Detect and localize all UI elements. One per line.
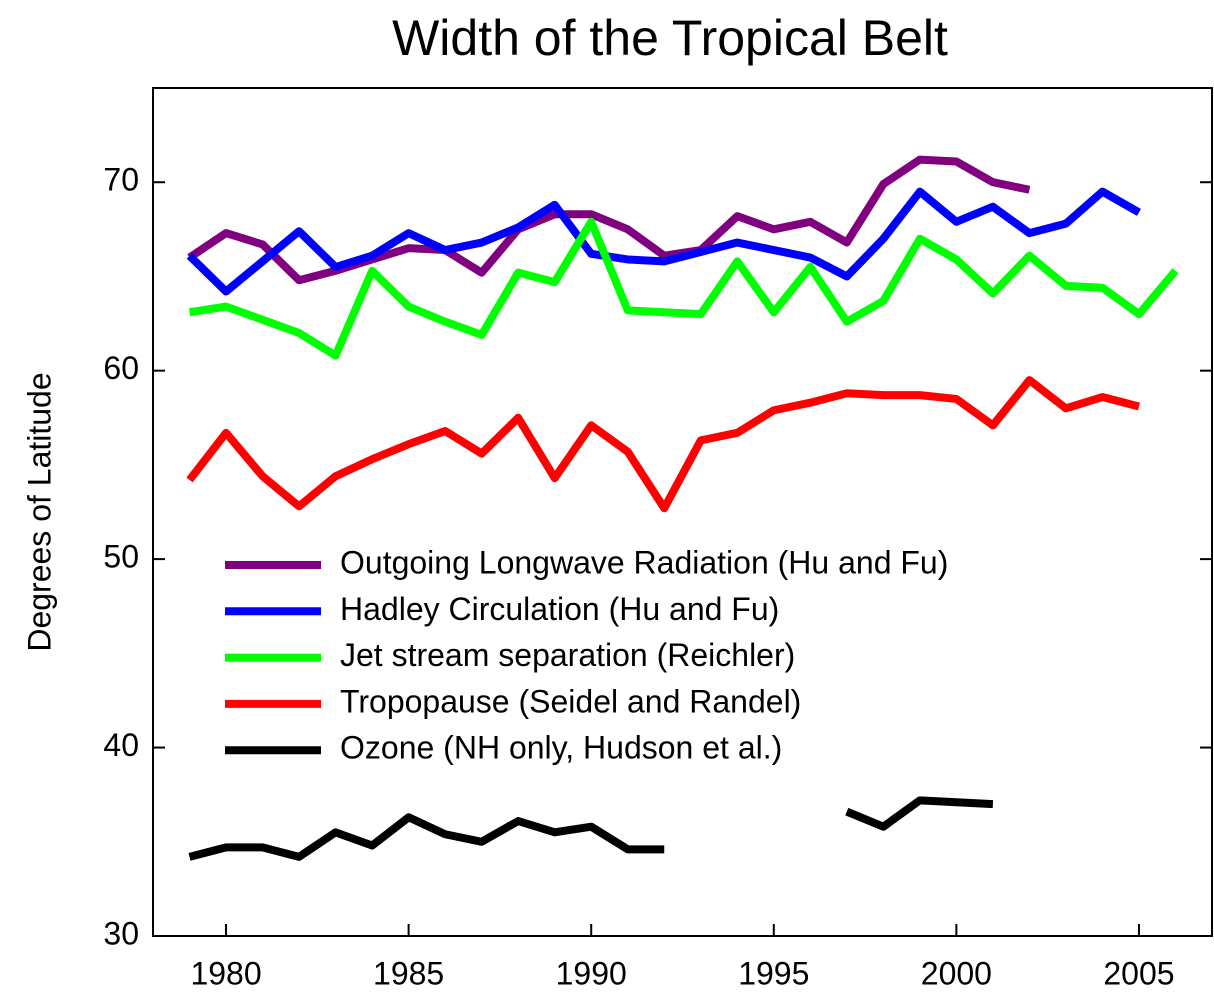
series-line [188, 217, 1179, 360]
x-tick-label: 1995 [738, 955, 809, 991]
x-tick-label: 2000 [921, 955, 992, 991]
legend-label: Ozone (NH only, Hudson et al.) [340, 730, 782, 766]
chart-title: Width of the Tropical Belt [392, 10, 948, 66]
series-line [188, 796, 994, 861]
y-axis-label: Degrees of Latitude [21, 372, 57, 651]
y-tick-label: 60 [103, 350, 139, 386]
series-line [187, 155, 1031, 285]
plot-frame [152, 87, 1213, 937]
y-tick-label: 40 [103, 727, 139, 763]
x-tick-label: 1980 [190, 955, 261, 991]
series-line [186, 187, 1141, 296]
series-line [186, 376, 1140, 513]
x-tick-label: 1990 [556, 955, 627, 991]
x-tick-label: 1985 [373, 955, 444, 991]
legend-label: Hadley Circulation (Hu and Fu) [340, 591, 779, 627]
x-tick-label: 2005 [1103, 955, 1174, 991]
y-tick-label: 30 [103, 915, 139, 951]
legend-label: Outgoing Longwave Radiation (Hu and Fu) [340, 544, 948, 580]
y-tick-label: 70 [103, 162, 139, 198]
legend-label: Tropopause (Seidel and Randel) [340, 683, 801, 719]
legend-label: Jet stream separation (Reichler) [340, 637, 795, 673]
y-tick-label: 50 [103, 539, 139, 575]
